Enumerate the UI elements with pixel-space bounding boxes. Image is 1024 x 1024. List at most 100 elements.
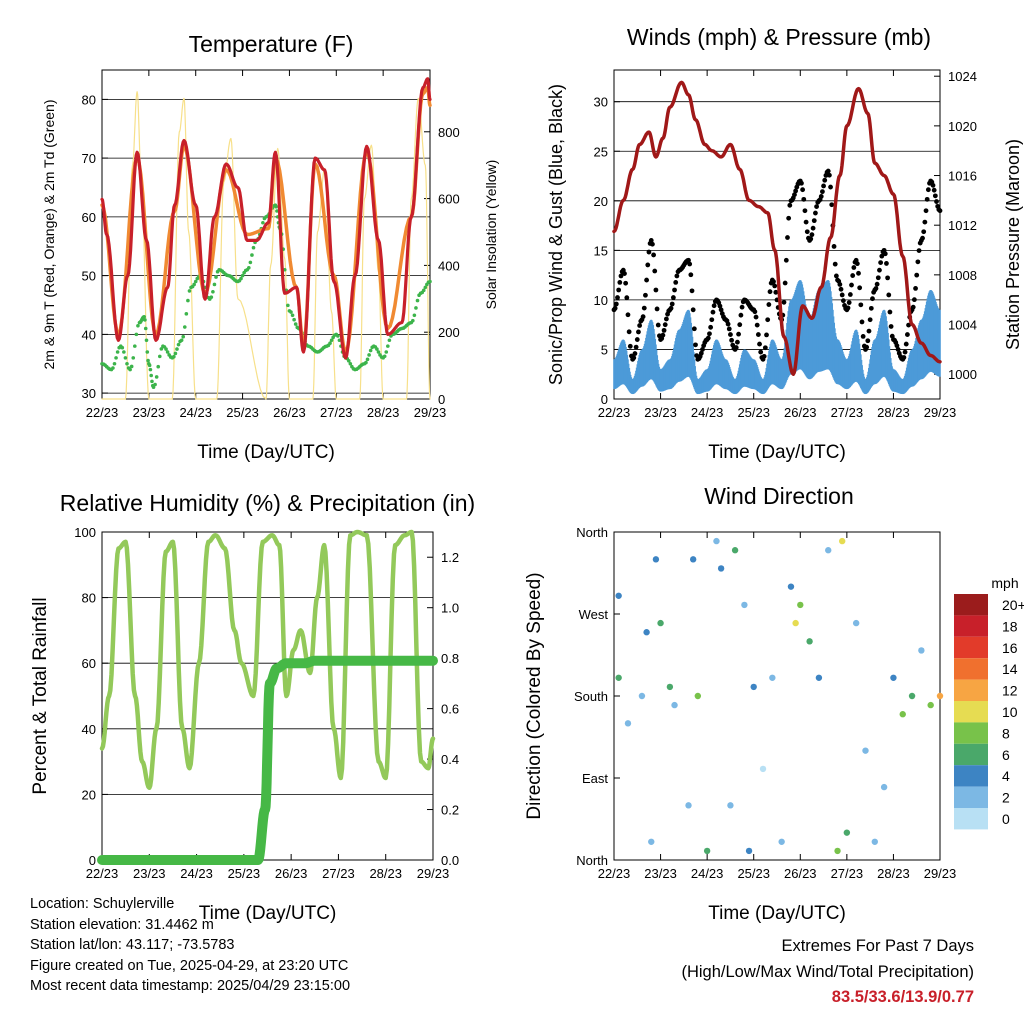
gust-point bbox=[616, 287, 622, 293]
y2-tick-label: 0 bbox=[438, 392, 445, 407]
direction-point bbox=[615, 674, 622, 681]
gust-point bbox=[663, 316, 669, 322]
direction-point bbox=[643, 629, 650, 636]
y-tick-label: 80 bbox=[82, 92, 96, 107]
gust-point bbox=[829, 202, 835, 208]
legend-swatch bbox=[954, 786, 988, 808]
legend-swatch bbox=[954, 594, 988, 616]
gust-point bbox=[873, 286, 879, 291]
gust-point bbox=[833, 273, 839, 279]
gust-point bbox=[738, 312, 744, 318]
gust-point bbox=[792, 192, 797, 198]
y2-tick-label: 1020 bbox=[948, 119, 977, 134]
y-axis-label: 2m & 9m T (Red, Orange) & 2m Td (Green) bbox=[41, 100, 57, 370]
gust-point bbox=[845, 305, 851, 311]
gust-point bbox=[771, 279, 776, 284]
gust-point bbox=[849, 282, 854, 288]
direction-point bbox=[671, 701, 678, 709]
direction-point bbox=[825, 547, 832, 554]
latest-timestamp: Most recent data timestamp: 2025/04/29 2… bbox=[30, 978, 351, 995]
y2-axis-label: Station Pressure (Maroon) bbox=[1003, 139, 1023, 350]
legend-label: 12 bbox=[1002, 683, 1018, 699]
x-tick-label: 25/23 bbox=[228, 866, 261, 881]
x-tick-label: 29/23 bbox=[924, 866, 957, 881]
gust-point bbox=[894, 343, 900, 349]
gust-point bbox=[643, 292, 648, 298]
y2-axis-label: Solar Insolation (Yellow) bbox=[483, 160, 499, 310]
direction-point bbox=[759, 765, 767, 773]
gust-point bbox=[913, 286, 918, 291]
dewpoint-point bbox=[159, 347, 164, 351]
direction-point bbox=[750, 683, 757, 691]
y2-tick-label: 0.0 bbox=[441, 853, 459, 868]
direction-point bbox=[717, 565, 725, 572]
solar-insolation-line bbox=[101, 91, 431, 400]
station-info: Location: Schuylerville Station elevatio… bbox=[30, 894, 350, 997]
x-tick-label: 23/23 bbox=[133, 405, 166, 420]
gust-point bbox=[870, 296, 875, 302]
gust-point bbox=[879, 253, 885, 259]
y-tick-label: East bbox=[582, 771, 608, 786]
gust-point bbox=[700, 347, 705, 352]
dewpoint-point bbox=[423, 285, 428, 290]
gust-point bbox=[838, 286, 844, 292]
dewpoint-point bbox=[146, 358, 150, 363]
y-axis-label: Sonic/Prop Wind & Gust (Blue, Black) bbox=[546, 84, 566, 385]
legend-label: 6 bbox=[1002, 747, 1010, 763]
dewpoint-point bbox=[274, 204, 278, 209]
gust-point bbox=[887, 309, 893, 315]
gust-point bbox=[772, 283, 778, 289]
gust-point bbox=[787, 202, 793, 208]
dewpoint-point bbox=[250, 253, 254, 257]
dewpoint-point bbox=[148, 367, 153, 372]
gust-point bbox=[831, 244, 837, 249]
direction-point bbox=[652, 556, 660, 563]
x-tick-label: 25/23 bbox=[737, 866, 770, 881]
direction-point bbox=[797, 601, 804, 609]
gust-point bbox=[651, 252, 656, 258]
dewpoint-point bbox=[122, 350, 126, 354]
gust-point bbox=[859, 319, 865, 325]
dewpoint-point bbox=[128, 367, 132, 372]
gust-point bbox=[766, 302, 772, 307]
dewpoint-point bbox=[175, 347, 179, 351]
dewpoint-point bbox=[147, 363, 152, 368]
y2-tick-label: 1012 bbox=[948, 218, 977, 233]
gust-point bbox=[674, 273, 680, 279]
dewpoint-point bbox=[261, 220, 265, 225]
gust-point bbox=[668, 305, 674, 311]
legend-swatch bbox=[954, 658, 988, 680]
station-location: Location: Schuylerville bbox=[30, 896, 175, 912]
gust-point bbox=[814, 204, 819, 210]
gust-point bbox=[905, 332, 910, 337]
direction-point bbox=[666, 683, 674, 691]
gust-point bbox=[809, 232, 815, 238]
gust-point bbox=[652, 268, 658, 274]
dewpoint-point bbox=[184, 312, 189, 316]
direction-point bbox=[815, 674, 823, 681]
x-tick-label: 25/23 bbox=[737, 405, 770, 420]
gust-point bbox=[627, 343, 633, 349]
y-tick-label: 10 bbox=[594, 293, 608, 308]
direction-point bbox=[685, 802, 692, 809]
gust-point bbox=[737, 322, 743, 328]
axes-frame bbox=[101, 531, 434, 861]
legend-label: 2 bbox=[1002, 790, 1010, 806]
dewpoint-point bbox=[346, 359, 351, 363]
dewpoint-point bbox=[150, 379, 154, 384]
wind-direction-series bbox=[615, 537, 944, 855]
gust-point bbox=[758, 349, 764, 355]
gust-point bbox=[631, 355, 637, 361]
x-tick-label: 22/23 bbox=[86, 866, 119, 881]
direction-point bbox=[787, 583, 795, 590]
gust-point bbox=[690, 307, 696, 313]
gust-point bbox=[915, 259, 921, 265]
dewpoint-point bbox=[328, 341, 332, 345]
gust-point bbox=[765, 317, 771, 323]
dewpoint-point bbox=[415, 298, 420, 303]
x-tick-label: 22/23 bbox=[598, 866, 631, 881]
gust-point bbox=[709, 317, 715, 323]
x-tick-label: 27/23 bbox=[320, 405, 353, 420]
dewpoint-point bbox=[153, 382, 157, 387]
gust-point bbox=[733, 345, 739, 350]
